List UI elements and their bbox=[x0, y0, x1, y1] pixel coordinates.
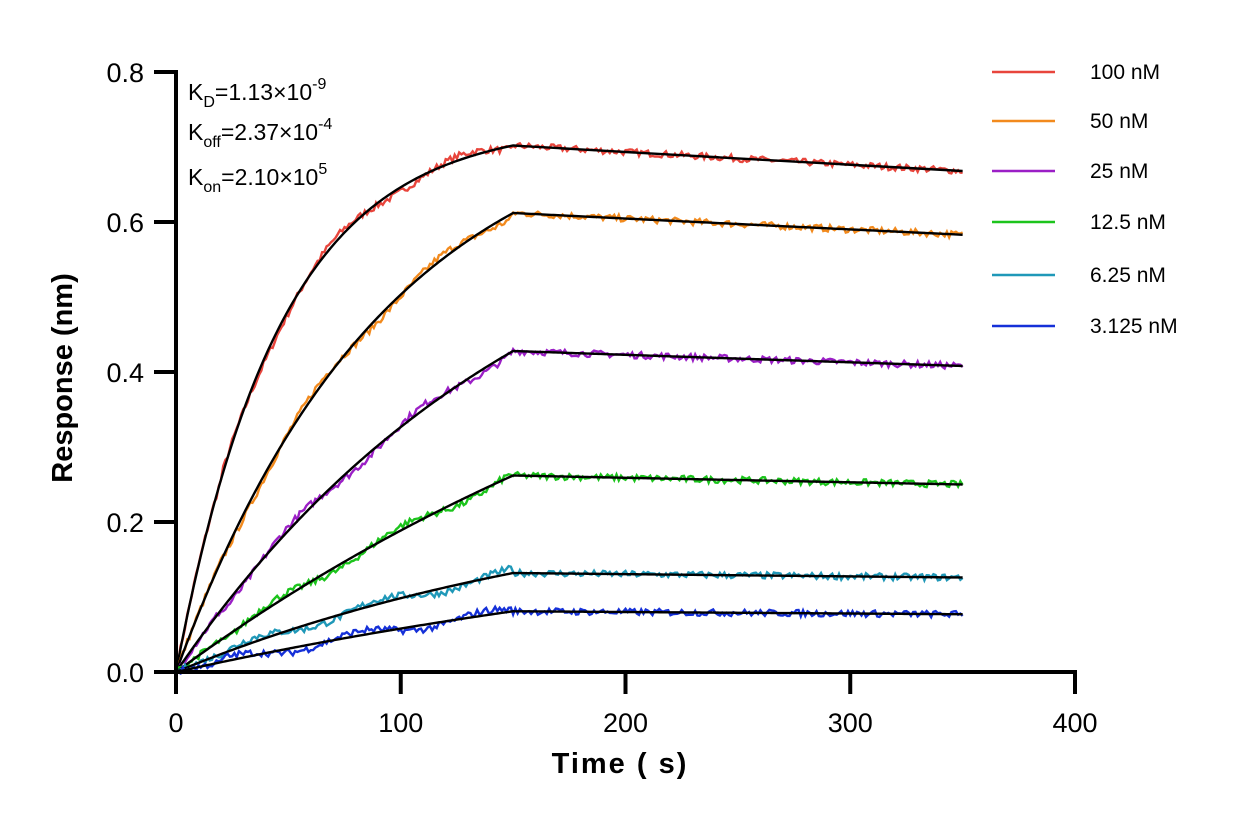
series-trace-6 bbox=[175, 604, 964, 676]
y-tick-label: 0.2 bbox=[106, 508, 144, 538]
legend-label-3: 25 nM bbox=[1090, 160, 1148, 183]
legend-label-4: 12.5 nM bbox=[1090, 211, 1166, 234]
series-fit-5 bbox=[175, 571, 963, 674]
x-tick-label: 400 bbox=[1052, 708, 1097, 738]
x-tick-label: 200 bbox=[603, 708, 648, 738]
y-tick-label: 0.6 bbox=[106, 208, 144, 238]
series-fit-1 bbox=[174, 144, 963, 673]
y-axis-title: Response (nm) bbox=[47, 273, 79, 482]
x-tick-label: 100 bbox=[378, 708, 423, 738]
series-trace-3 bbox=[175, 346, 964, 673]
koff-annotation: Koff=2.37×10-4 bbox=[188, 116, 332, 151]
series-fit-4 bbox=[175, 474, 963, 673]
x-tick-label: 0 bbox=[168, 708, 183, 738]
y-tick-label: 0.8 bbox=[106, 58, 144, 88]
legend-label-1: 100 nM bbox=[1090, 61, 1160, 84]
x-tick-label: 300 bbox=[828, 708, 873, 738]
kd-annotation: KD=1.13×10-9 bbox=[188, 76, 326, 111]
y-tick-label: 0.0 bbox=[106, 658, 144, 688]
legend: 100 nM 50 nM 25 nM 12.5 nM 6.25 nM 3.125 nM bbox=[992, 61, 1178, 338]
curves-layer bbox=[174, 141, 964, 676]
legend-label-5: 6.25 nM bbox=[1090, 264, 1166, 287]
legend-label-6: 3.125 nM bbox=[1090, 315, 1178, 338]
series-trace-2 bbox=[174, 210, 964, 673]
kon-annotation: Kon=2.10×105 bbox=[188, 161, 327, 196]
axes-layer: 0 100 200 300 400 0.0 0.2 0.4 0.6 0.8 bbox=[106, 58, 1097, 738]
series-fit-2 bbox=[174, 211, 963, 673]
series-fit-3 bbox=[175, 349, 963, 673]
series-trace-5 bbox=[175, 564, 964, 674]
kinetic-constants-annotation: KD=1.13×10-9 Koff=2.37×10-4 Kon=2.10×105 bbox=[188, 76, 332, 196]
x-axis-title: Time ( s) bbox=[552, 748, 689, 780]
y-tick-label: 0.4 bbox=[106, 358, 144, 388]
legend-label-2: 50 nM bbox=[1090, 110, 1148, 133]
series-fit-6 bbox=[175, 610, 963, 674]
